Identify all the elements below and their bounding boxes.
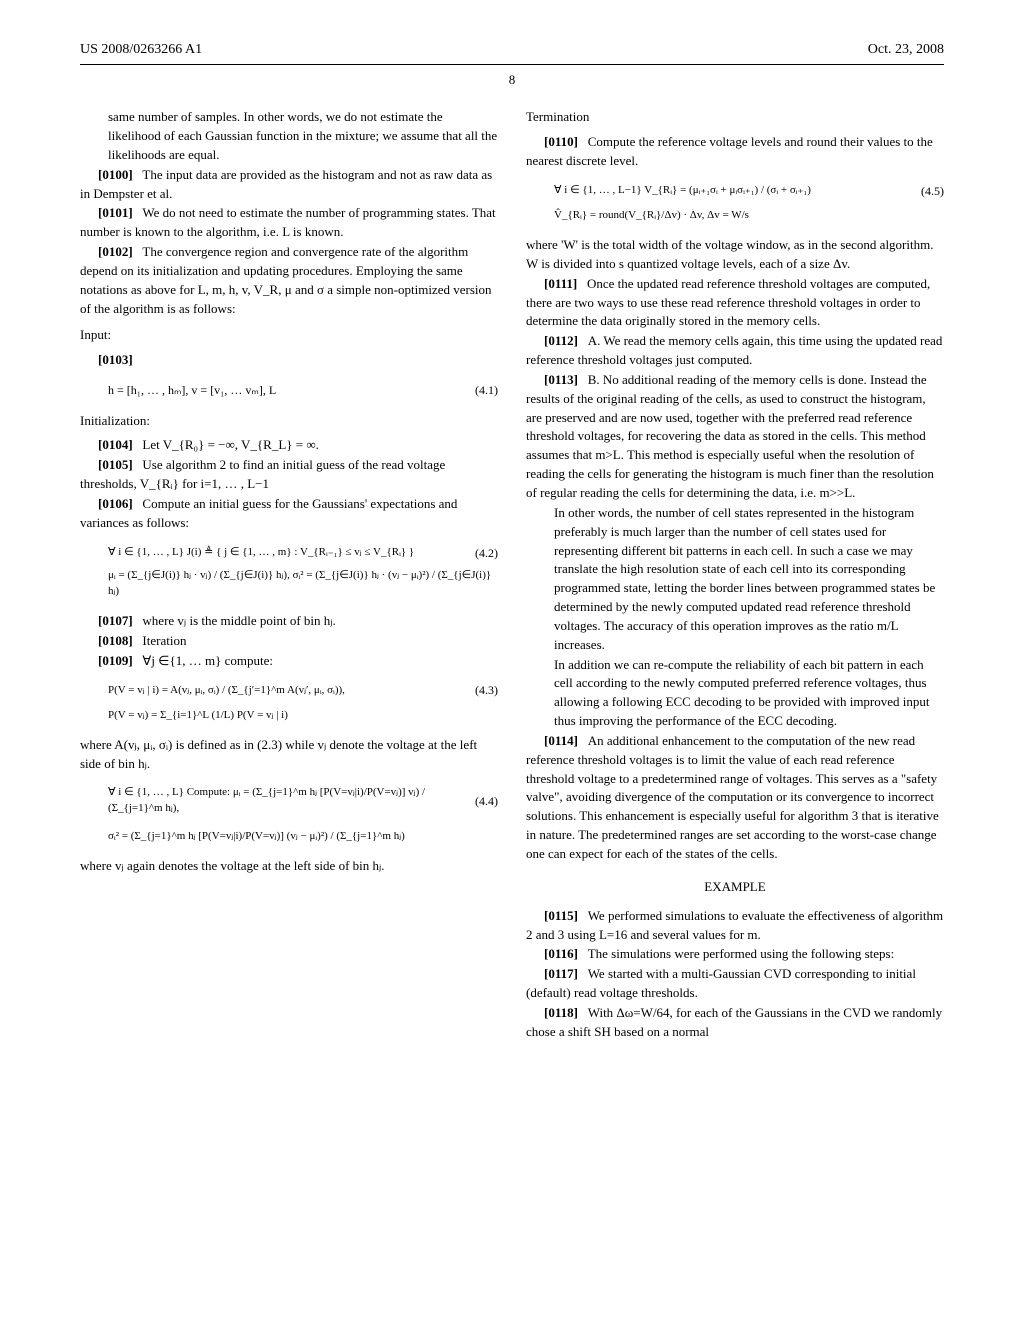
para-0109: [0109] ∀j ∈{1, … m} compute: (80, 652, 498, 671)
para-0112: [0112] A. We read the memory cells again… (526, 332, 944, 370)
para-num: [0107] (98, 613, 133, 628)
equation-4-4-l2: σᵢ² = (Σ_{j=1}^m hⱼ [P(V=vⱼ|i)/P(V=vⱼ)] … (108, 829, 498, 845)
eq-content: ∀ i ∈ {1, … , L} J(i) ≜ { j ∈ {1, … , m}… (108, 545, 463, 561)
para-0100: [0100] The input data are provided as th… (80, 166, 498, 204)
para-num: [0106] (98, 496, 133, 511)
para-num: [0100] (98, 167, 133, 182)
equation-4-1: h = [h₁, … , hₘ], v = [v₁, … vₘ], L (4.1… (108, 382, 498, 399)
para-0103: [0103] (80, 351, 498, 370)
page-number: 8 (80, 71, 944, 90)
para-num: [0101] (98, 205, 133, 220)
para-text: B. No additional reading of the memory c… (526, 372, 934, 500)
para-0111: [0111] Once the updated read reference t… (526, 275, 944, 332)
equation-4-2-l2: μᵢ = (Σ_{j∈J(i)} hⱼ · vⱼ) / (Σ_{j∈J(i)} … (108, 568, 498, 600)
para-0115: [0115] We performed simulations to evalu… (526, 907, 944, 945)
para-num: [0108] (98, 633, 133, 648)
para-num: [0110] (544, 134, 578, 149)
para-0113c: In addition we can re-compute the reliab… (554, 656, 944, 731)
para-text: The simulations were performed using the… (588, 946, 895, 961)
para-text: The convergence region and convergence r… (80, 244, 492, 316)
para-0114: [0114] An additional enhancement to the … (526, 732, 944, 864)
publication-number: US 2008/0263266 A1 (80, 40, 202, 60)
para-num: [0103] (98, 352, 133, 367)
right-column: Termination [0110] Compute the reference… (526, 108, 944, 1042)
para-text: We started with a multi-Gaussian CVD cor… (526, 966, 916, 1000)
para-0116: [0116] The simulations were performed us… (526, 945, 944, 964)
equation-4-2-l1: ∀ i ∈ {1, … , L} J(i) ≜ { j ∈ {1, … , m}… (108, 545, 498, 562)
para-text: Compute an initial guess for the Gaussia… (80, 496, 457, 530)
para-num: [0111] (544, 276, 577, 291)
para-0105: [0105] Use algorithm 2 to find an initia… (80, 456, 498, 494)
para-0102: [0102] The convergence region and conver… (80, 243, 498, 318)
para-0118: [0118] With Δω=W/64, for each of the Gau… (526, 1004, 944, 1042)
para-text: Let V_{R₀} = −∞, V_{R_L} = ∞. (142, 437, 318, 452)
para-0107: [0107] where vⱼ is the middle point of b… (80, 612, 498, 631)
eq-num: (4.2) (475, 545, 498, 562)
para-num: [0104] (98, 437, 133, 452)
para-text: The input data are provided as the histo… (80, 167, 492, 201)
eq-content: σᵢ² = (Σ_{j=1}^m hⱼ [P(V=vⱼ|i)/P(V=vⱼ)] … (108, 829, 498, 845)
eq-content: P(V = vⱼ) = Σ_{i=1}^L (1/L) P(V = vⱼ | i… (108, 708, 498, 724)
para-num: [0117] (544, 966, 578, 981)
equation-4-4-l1: ∀ i ∈ {1, … , L} Compute: μᵢ = (Σ_{j=1}^… (108, 785, 498, 817)
eq-content: h = [h₁, … , hₘ], v = [v₁, … vₘ], L (108, 382, 463, 399)
para-text: Iteration (142, 633, 186, 648)
eq-num: (4.3) (475, 682, 498, 699)
eq-num: (4.5) (921, 183, 944, 200)
para-0113: [0113] B. No additional reading of the m… (526, 371, 944, 503)
eq-content: P(V = vⱼ | i) = A(vⱼ, μᵢ, σᵢ) / (Σ_{j′=1… (108, 683, 463, 699)
para-num: [0105] (98, 457, 133, 472)
para-text: We do not need to estimate the number of… (80, 205, 496, 239)
para-0108: [0108] Iteration (80, 632, 498, 651)
para-num: [0116] (544, 946, 578, 961)
para-num: [0112] (544, 333, 578, 348)
para-0104: [0104] Let V_{R₀} = −∞, V_{R_L} = ∞. (80, 436, 498, 455)
para-text: With Δω=W/64, for each of the Gaussians … (526, 1005, 942, 1039)
para-text: ∀j ∈{1, … m} compute: (142, 653, 273, 668)
eq-content: V̂_{Rᵢ} = round(V_{Rᵢ}/Δv) · Δv, Δv = W/… (554, 208, 944, 224)
para-text: Compute the reference voltage levels and… (526, 134, 933, 168)
para-text: We performed simulations to evaluate the… (526, 908, 943, 942)
para-0117: [0117] We started with a multi-Gaussian … (526, 965, 944, 1003)
where-4-5: where 'W' is the total width of the volt… (526, 236, 944, 274)
cont-text: same number of samples. In other words, … (108, 108, 498, 165)
para-num: [0114] (544, 733, 578, 748)
para-text: Once the updated read reference threshol… (526, 276, 930, 329)
equation-4-3-l1: P(V = vⱼ | i) = A(vⱼ, μᵢ, σᵢ) / (Σ_{j′=1… (108, 682, 498, 699)
para-num: [0102] (98, 244, 133, 259)
body-columns: same number of samples. In other words, … (80, 108, 944, 1042)
para-num: [0115] (544, 908, 578, 923)
para-0101: [0101] We do not need to estimate the nu… (80, 204, 498, 242)
where-4-3: where A(vⱼ, μᵢ, σᵢ) is defined as in (2.… (80, 736, 498, 774)
where-4-4: where vⱼ again denotes the voltage at th… (80, 857, 498, 876)
termination-head: Termination (526, 108, 944, 127)
para-0113b: In other words, the number of cell state… (554, 504, 944, 655)
para-num: [0113] (544, 372, 578, 387)
eq-content: ∀ i ∈ {1, … , L−1} V_{Rᵢ} = (μᵢ₊₁σᵢ + μᵢ… (554, 183, 909, 199)
equation-4-5-l2: V̂_{Rᵢ} = round(V_{Rᵢ}/Δv) · Δv, Δv = W/… (554, 208, 944, 224)
para-text: where vⱼ is the middle point of bin hⱼ. (142, 613, 335, 628)
para-text: An additional enhancement to the computa… (526, 733, 939, 861)
equation-4-3-l2: P(V = vⱼ) = Σ_{i=1}^L (1/L) P(V = vⱼ | i… (108, 708, 498, 724)
left-column: same number of samples. In other words, … (80, 108, 498, 1042)
eq-num: (4.1) (475, 382, 498, 399)
eq-content: μᵢ = (Σ_{j∈J(i)} hⱼ · vⱼ) / (Σ_{j∈J(i)} … (108, 568, 498, 600)
equation-4-5-l1: ∀ i ∈ {1, … , L−1} V_{Rᵢ} = (μᵢ₊₁σᵢ + μᵢ… (554, 183, 944, 200)
init-head: Initialization: (80, 412, 498, 431)
input-head: Input: (80, 326, 498, 345)
eq-num: (4.4) (475, 793, 498, 810)
eq-content: ∀ i ∈ {1, … , L} Compute: μᵢ = (Σ_{j=1}^… (108, 785, 463, 817)
para-text: A. We read the memory cells again, this … (526, 333, 942, 367)
para-0106: [0106] Compute an initial guess for the … (80, 495, 498, 533)
para-num: [0109] (98, 653, 133, 668)
publication-date: Oct. 23, 2008 (868, 40, 944, 60)
para-text: Use algorithm 2 to find an initial guess… (80, 457, 445, 491)
para-num: [0118] (544, 1005, 578, 1020)
page-header: US 2008/0263266 A1 Oct. 23, 2008 (80, 40, 944, 65)
para-0110: [0110] Compute the reference voltage lev… (526, 133, 944, 171)
example-head: EXAMPLE (526, 878, 944, 897)
